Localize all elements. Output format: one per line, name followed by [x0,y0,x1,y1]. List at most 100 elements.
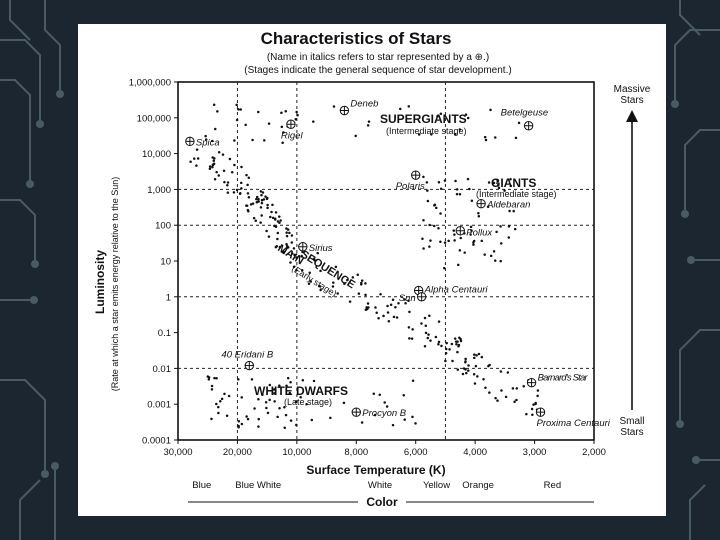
star-dot [281,251,285,254]
star-dot [332,281,335,284]
color-axis-label: Color [366,495,398,509]
star-dot [237,420,241,423]
star-dot [377,317,380,320]
star-dot [300,268,304,272]
star-dot [455,192,459,196]
star-dot [508,209,511,213]
star-dot [261,191,265,194]
star-dot [496,184,500,187]
star-dot [517,121,521,125]
x-axis-label: Surface Temperature (K) [306,463,445,477]
star-dot [235,118,239,122]
star-dot [319,269,322,273]
star-dot [469,225,473,229]
star-dot [488,391,491,394]
named-star: Alpha Centauri [413,284,488,295]
star-dot [267,235,271,238]
star-dot [437,320,441,323]
star-dot [470,229,473,232]
star-dot [499,259,502,263]
star-dot [284,413,288,417]
star-dot [422,175,425,179]
star-dot [276,237,279,241]
star-dot [482,378,485,381]
star-dot [473,382,477,385]
star-dot [386,311,390,314]
named-star-label: Barnard's Star [538,373,589,384]
star-dot [411,379,415,382]
star-dot [264,401,268,404]
star-dot [407,326,411,329]
star-dot [366,124,370,127]
star-dot [351,276,355,279]
star-dot [442,266,446,270]
star-dot [439,112,443,115]
star-dot [268,398,271,402]
named-star-label: Aldebaran [486,200,530,211]
star-dot [257,398,260,401]
right-scale-top2: Stars [620,95,643,106]
star-dot [291,252,294,255]
star-dot [212,159,216,163]
star-dot [464,368,467,371]
star-dot [255,200,259,204]
star-dot [285,384,288,387]
star-dot [305,402,308,406]
x-tick-label: 30,000 [163,447,192,458]
named-star: Spica [185,136,220,148]
right-scale-arrow-head [626,110,638,122]
named-star: 40 Eridani B [221,350,274,371]
star-dot [257,417,260,421]
star-dot [360,421,364,424]
star-dot [464,357,467,361]
star-dot [217,405,220,409]
star-dot [294,400,298,404]
star-dot [210,139,214,143]
right-scale-bottom2: Stars [620,427,643,438]
star-dot [422,218,425,222]
star-dot [437,342,440,346]
star-dot [285,243,288,246]
named-star-label: Pollux [466,228,493,239]
star-dot [511,387,515,390]
star-dot [430,133,433,136]
star-dot [456,263,460,267]
star-dot [219,400,222,403]
star-dot [532,403,535,406]
star-dot [375,311,378,314]
star-dot [257,425,260,428]
star-dot [289,380,292,384]
star-dot [295,256,298,260]
star-dot [309,280,313,283]
star-dot [246,208,250,212]
region-supergiants: SUPERGIANTS [380,112,467,126]
star-dot [428,245,431,248]
star-dot [513,227,517,231]
star-dot [240,187,243,190]
x-tick-label: 2,000 [582,447,606,458]
star-dot [429,239,432,242]
star-dot [250,378,254,381]
star-dot [407,105,411,108]
star-dot [423,316,427,320]
y-tick-label: 100 [155,221,171,232]
star-dot [437,340,441,344]
star-dot [265,197,269,201]
star-dot [221,153,225,156]
star-dot [495,230,498,234]
star-dot [207,376,211,379]
star-dot [473,353,476,356]
star-dot [235,188,239,192]
star-dot [410,337,414,340]
star-dot [251,138,254,142]
star-dot [223,180,226,184]
y-tick-label: 1,000,000 [129,78,171,89]
star-dot [240,396,243,399]
region-giants: GIANTS [491,176,536,190]
star-dot [343,282,346,286]
star-dot [514,136,518,140]
star-dot [292,247,296,250]
star-dot [493,136,497,139]
star-dot [207,378,211,381]
x-tick-label: 20,000 [223,447,252,458]
